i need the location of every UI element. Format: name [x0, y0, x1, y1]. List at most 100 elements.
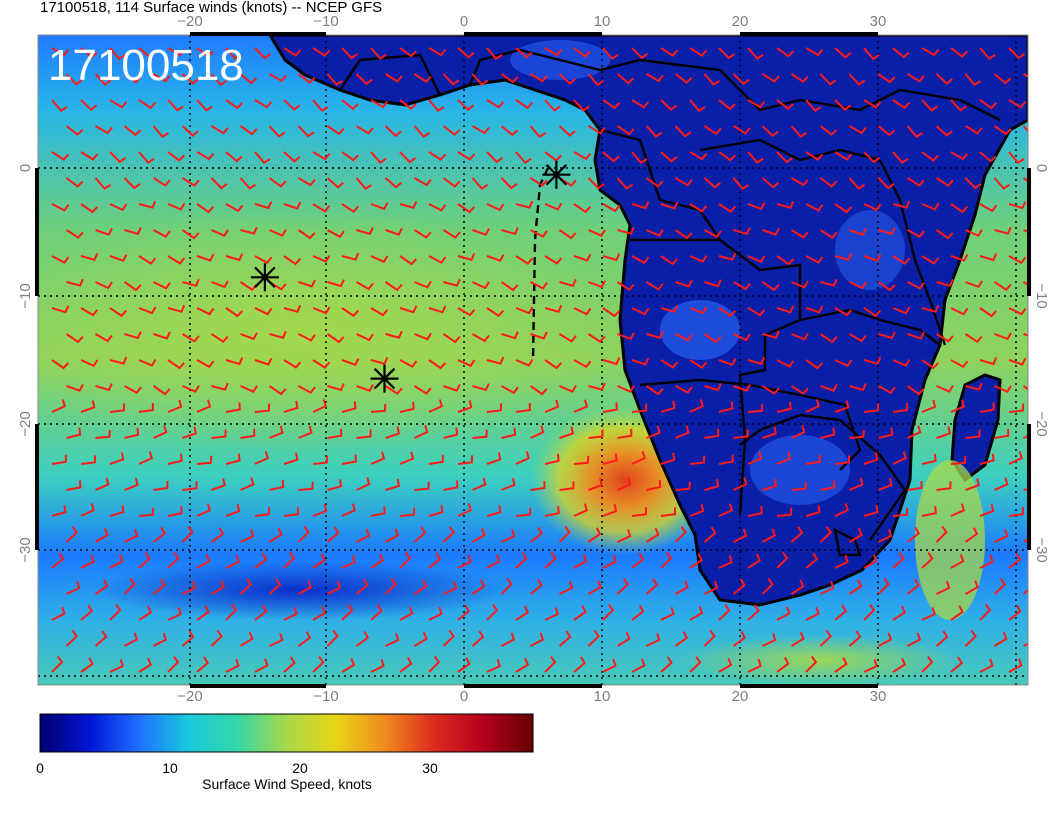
wind-barb: [776, 551, 789, 569]
wind-barb: [602, 503, 618, 517]
wind-barb: [385, 478, 401, 491]
wind-barb: [1008, 307, 1027, 316]
wind-barb: [210, 177, 228, 190]
wind-barb: [617, 428, 633, 439]
wind-barb: [979, 402, 995, 413]
wind-barb: [1008, 451, 1023, 465]
wind-barb: [558, 333, 577, 343]
wind-barb: [602, 47, 619, 60]
wind-barb: [123, 125, 142, 137]
wind-barb: [167, 99, 184, 112]
wind-barb: [616, 125, 635, 136]
wind-barb: [994, 529, 1009, 543]
wind-barb: [254, 507, 270, 517]
wind-barb: [283, 99, 301, 111]
wind-barb: [907, 281, 925, 290]
wind-barb: [762, 330, 780, 339]
wind-barb: [675, 385, 693, 394]
wind-barb: [979, 357, 998, 366]
wind-barb: [732, 177, 749, 191]
wind-barb: [428, 504, 444, 517]
wind-barb: [1008, 552, 1022, 569]
wind-barb: [718, 604, 731, 621]
wind-barb: [776, 305, 795, 314]
wind-barb: [863, 356, 882, 365]
wind-barb: [124, 385, 142, 394]
wind-barb: [544, 202, 563, 211]
wind-barb: [718, 99, 736, 111]
tick-label: 0: [17, 164, 34, 172]
wind-barb: [254, 357, 273, 366]
wind-barb: [863, 99, 882, 109]
wind-barb: [906, 385, 925, 396]
wind-barb: [544, 47, 563, 57]
wind-barb: [471, 630, 485, 647]
wind-barb: [921, 506, 937, 517]
wind-barb: [834, 604, 848, 621]
wind-barb: [573, 253, 592, 262]
wind-barb: [356, 227, 374, 236]
wind-barb: [269, 330, 287, 339]
wind-barb: [254, 552, 268, 569]
wind-barb: [906, 177, 925, 187]
wind-barb: [138, 605, 153, 621]
colorbar-gradient: [39, 713, 534, 753]
wind-barb: [718, 151, 736, 162]
tick-label: 10: [594, 13, 611, 30]
wind-barb: [863, 203, 882, 212]
wind-barb: [51, 305, 70, 314]
wind-barb: [877, 177, 895, 190]
wind-barb: [355, 631, 370, 647]
wind-barb: [240, 385, 258, 393]
wind-barb: [428, 552, 442, 569]
wind-barb: [675, 580, 689, 595]
wind-barb: [211, 382, 229, 391]
wind-barb: [239, 125, 258, 136]
wind-barb: [819, 177, 838, 188]
wind-barb: [834, 47, 852, 59]
wind-barb: [878, 477, 893, 491]
wind-barb: [588, 478, 603, 491]
wind-barb: [123, 281, 142, 292]
tick-label: −10: [313, 688, 338, 705]
wind-barb: [413, 125, 431, 138]
wind-barb: [428, 454, 444, 465]
wind-barb: [530, 281, 548, 290]
wind-barb: [196, 203, 215, 214]
wind-barb: [993, 177, 1011, 190]
wind-barb: [138, 200, 157, 209]
wind-barb: [1008, 47, 1026, 60]
wind-barb: [269, 425, 284, 439]
wind-barb: [762, 528, 777, 543]
wind-barb: [617, 332, 635, 341]
wind-barb: [239, 578, 253, 595]
wind-barb: [153, 229, 171, 238]
wind-barb: [486, 47, 503, 61]
wind-barb: [921, 552, 934, 569]
wind-barb: [979, 99, 998, 110]
wind-barb: [805, 151, 824, 161]
wind-barb: [268, 73, 287, 83]
wind-barb: [471, 528, 486, 543]
wind-barb: [355, 578, 369, 595]
wind-barb: [964, 73, 982, 87]
country-borders: [339, 48, 1001, 557]
wind-barb: [109, 254, 128, 262]
wind-barb: [471, 125, 490, 135]
wind-barb: [704, 428, 720, 439]
wind-barb: [370, 47, 387, 60]
wind-barb: [979, 554, 994, 569]
wind-barb: [718, 203, 737, 214]
wind-barb: [790, 177, 809, 187]
wind-barb: [820, 278, 838, 287]
wind-barb: [167, 202, 186, 211]
wind-barb: [254, 307, 273, 316]
wind-barb: [1008, 357, 1027, 366]
wind-barb: [356, 384, 374, 392]
low-wind-zone: [90, 560, 510, 620]
wind-barb: [167, 47, 186, 57]
wind-barb: [80, 400, 96, 413]
wind-barb: [211, 280, 229, 289]
wind-barb: [65, 73, 83, 86]
wind-barb: [950, 307, 969, 316]
